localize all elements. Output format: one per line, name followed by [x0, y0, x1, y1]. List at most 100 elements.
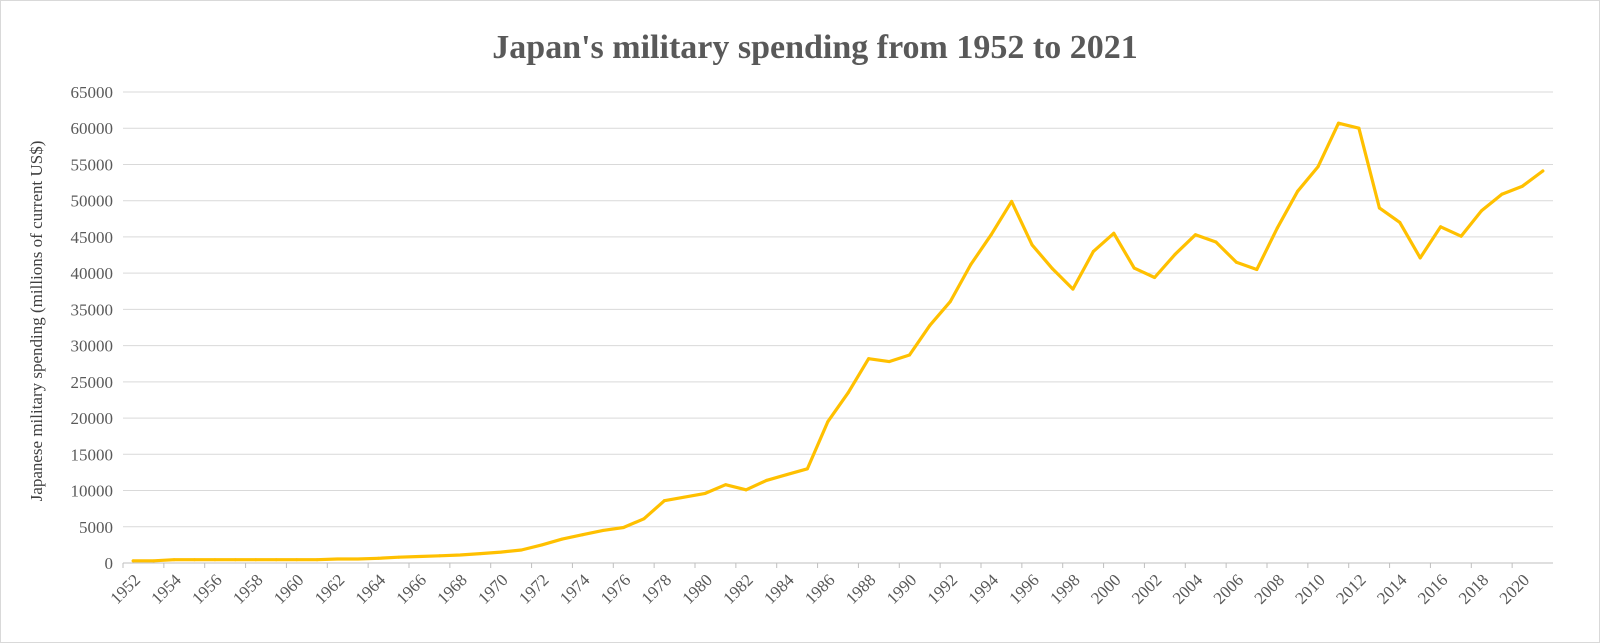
data-point: [193, 558, 196, 562]
data-point: [1071, 287, 1075, 291]
data-point: [499, 550, 503, 554]
y-tick-label: 60000: [71, 119, 114, 138]
x-tick-label: 2000: [1087, 570, 1124, 607]
y-axis-label: Japanese military spending (millions of …: [27, 141, 46, 502]
data-point: [683, 495, 687, 499]
data-point: [1316, 165, 1320, 169]
data-point: [438, 554, 442, 558]
data-point: [744, 488, 748, 492]
data-point: [1010, 199, 1014, 203]
x-tick-label: 2008: [1251, 570, 1288, 607]
x-tick-label: 1976: [597, 570, 634, 607]
data-point: [1194, 233, 1197, 237]
data-point: [1357, 126, 1361, 130]
data-point: [315, 558, 319, 562]
x-tick-label: 1986: [801, 570, 838, 607]
y-tick-label: 65000: [71, 83, 114, 102]
data-point: [1500, 192, 1504, 196]
data-point: [1439, 225, 1443, 229]
y-tick-label: 55000: [71, 155, 114, 174]
y-tick-label: 10000: [71, 482, 114, 501]
data-point: [131, 559, 135, 563]
y-tick-label: 30000: [71, 337, 114, 356]
data-points: [131, 121, 1545, 563]
x-tick-label: 1980: [679, 570, 716, 607]
data-point: [1112, 231, 1116, 235]
data-point: [1132, 266, 1136, 270]
x-tick-label: 1998: [1046, 570, 1083, 607]
y-tick-label: 50000: [71, 192, 114, 211]
data-point: [785, 473, 789, 477]
data-point: [1459, 234, 1463, 238]
data-point: [581, 533, 585, 537]
x-tick-label: 1968: [433, 570, 470, 607]
data-point: [867, 357, 871, 361]
data-point: [1337, 121, 1340, 125]
x-tick-label: 1982: [719, 570, 756, 607]
x-tick-label: 1952: [107, 570, 144, 607]
x-tick-label: 2004: [1169, 570, 1207, 608]
data-point: [1520, 184, 1524, 188]
y-axis-ticks: 0 5000 10000 15000 20000 25000 30000 35000 40000…: [71, 83, 114, 573]
data-point: [1541, 169, 1545, 173]
data-point: [989, 233, 993, 237]
data-point: [1275, 226, 1279, 230]
data-point: [152, 559, 156, 563]
data-point: [703, 491, 707, 495]
x-tick-label: 2020: [1496, 570, 1533, 607]
data-point: [846, 391, 850, 395]
x-tick-label: 2012: [1332, 570, 1369, 607]
data-point: [948, 299, 952, 303]
data-point: [826, 420, 830, 424]
series-layer: [131, 121, 1545, 563]
data-point: [1480, 209, 1483, 213]
data-point: [908, 353, 911, 357]
data-point: [479, 552, 482, 556]
data-point: [969, 262, 973, 266]
data-point: [1051, 267, 1054, 271]
data-point: [1030, 243, 1034, 247]
x-axis-ticks: 1952 1954 1956 1958 1960 1962 1964 1966 1968 1970…: [107, 563, 1533, 608]
data-point: [724, 483, 728, 487]
data-point: [213, 558, 217, 562]
data-point: [356, 557, 360, 561]
y-tick-label: 0: [105, 554, 114, 573]
x-tick-label: 1970: [474, 570, 511, 607]
data-point: [601, 528, 605, 532]
data-point: [1296, 189, 1300, 193]
data-point: [1153, 276, 1157, 280]
gridlines: [123, 91, 1553, 564]
data-point: [1214, 240, 1218, 244]
x-tick-label: 1978: [638, 570, 675, 607]
x-tick-label: 1964: [352, 570, 390, 608]
data-point: [254, 558, 258, 562]
data-point: [805, 467, 809, 471]
x-tick-label: 1966: [393, 570, 430, 607]
x-tick-label: 1992: [924, 570, 961, 607]
x-tick-label: 2010: [1291, 570, 1328, 607]
data-point: [1091, 249, 1095, 253]
data-point: [928, 323, 932, 327]
data-point: [376, 556, 380, 560]
y-tick-label: 45000: [71, 228, 114, 247]
y-tick-label: 15000: [71, 445, 114, 464]
x-tick-label: 2018: [1455, 570, 1492, 607]
x-tick-label: 2002: [1128, 570, 1165, 607]
data-point: [1377, 206, 1381, 210]
data-point: [540, 543, 544, 547]
x-tick-label: 1994: [965, 570, 1003, 608]
y-tick-label: 40000: [71, 264, 114, 283]
x-tick-label: 1990: [883, 570, 920, 607]
x-tick-label: 1960: [270, 570, 307, 607]
data-point: [336, 557, 339, 561]
x-tick-label: 1972: [515, 570, 552, 607]
data-point: [417, 554, 421, 558]
x-tick-label: 2006: [1210, 570, 1247, 607]
x-tick-label: 2014: [1373, 570, 1411, 608]
y-tick-label: 20000: [71, 409, 114, 428]
x-tick-label: 1962: [311, 570, 348, 607]
x-tick-label: 1984: [760, 570, 798, 608]
data-point: [887, 360, 891, 364]
y-tick-label: 5000: [79, 518, 113, 537]
